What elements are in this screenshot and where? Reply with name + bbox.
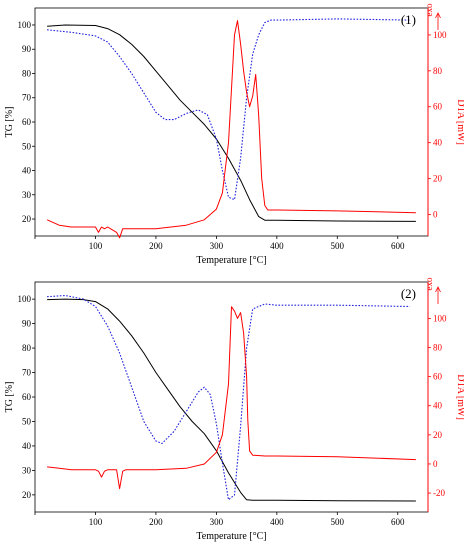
y-tick-label: 70 xyxy=(22,93,32,103)
chart-panel-1: 100 200 300 400 500 600 20 30 40 50 60 70 80 90 100 0 20… xyxy=(4,3,464,266)
y-tick-label: 60 xyxy=(22,117,32,127)
y-tick-label: 40 xyxy=(22,441,32,451)
x-tick-label: 200 xyxy=(149,517,163,527)
y2-tick-label: 0 xyxy=(433,459,438,469)
y-tick-label: 90 xyxy=(22,319,32,329)
x-tick-label: 500 xyxy=(331,517,345,527)
y2-tick-label: 60 xyxy=(433,102,443,112)
x-tick-label: 300 xyxy=(210,241,224,251)
series-line-3 xyxy=(47,306,416,490)
y2-tick-label: 40 xyxy=(433,138,443,148)
y-axis-label: TG [%] xyxy=(4,382,15,413)
y-tick-label: 90 xyxy=(22,44,32,54)
series-line-2 xyxy=(47,18,410,201)
y2-tick-label: 80 xyxy=(433,66,443,76)
series-line-2 xyxy=(47,294,410,501)
y2-tick-label: 0 xyxy=(433,209,438,219)
y2-tick-label: 100 xyxy=(433,313,447,323)
chart-panel-2: 100 200 300 400 500 6002030405060708090100-20… xyxy=(4,277,464,542)
x-tick-label: 300 xyxy=(210,517,224,527)
y2-tick-label: 100 xyxy=(433,30,447,40)
x-tick-label: 600 xyxy=(391,241,405,251)
y-tick-label: 30 xyxy=(22,190,32,200)
exo-label: exo xyxy=(424,277,434,290)
plot-frame xyxy=(34,7,429,237)
y2-tick-label: 40 xyxy=(433,401,443,411)
exo-arrow-head-icon xyxy=(435,12,441,19)
panel-label: (2) xyxy=(401,286,416,301)
y-tick-label: 100 xyxy=(18,20,32,30)
x-tick-label: 600 xyxy=(391,517,405,527)
x-tick-label: 400 xyxy=(270,241,284,251)
exo-arrow-head-icon xyxy=(435,286,441,293)
y-tick-label: 60 xyxy=(22,392,32,402)
x-tick-label: 200 xyxy=(149,241,163,251)
x-tick-label: 100 xyxy=(89,517,103,527)
y-tick-label: 40 xyxy=(22,166,32,176)
x-tick-label: 400 xyxy=(270,517,284,527)
y2-axis-label: DTA [mW] xyxy=(455,99,464,145)
series-line-3 xyxy=(46,20,416,239)
x-axis-label: Temperature [°C] xyxy=(196,255,266,266)
y-tick-label: 50 xyxy=(22,416,32,426)
x-axis-label: Temperature [°C] xyxy=(196,531,266,542)
y-axis-label: TG [%] xyxy=(4,107,15,138)
x-tick-label: 100 xyxy=(89,241,103,251)
y-tick-label: 20 xyxy=(22,214,32,224)
x-tick-label: 500 xyxy=(331,241,345,251)
y-tick-label: 70 xyxy=(22,368,32,378)
y-tick-label: 80 xyxy=(22,68,32,78)
y2-tick-label: 60 xyxy=(433,372,443,382)
y-tick-label: 50 xyxy=(22,141,32,151)
y2-tick-label: 20 xyxy=(433,174,443,184)
series-line-1 xyxy=(47,24,416,222)
y-tick-label: 30 xyxy=(22,465,32,475)
series-line-1 xyxy=(47,298,416,502)
y-tick-label: 80 xyxy=(22,343,32,353)
y2-tick-label: 20 xyxy=(433,430,443,440)
y2-tick-label: 80 xyxy=(433,343,443,353)
y-tick-label: 20 xyxy=(22,490,32,500)
exo-label: exo xyxy=(424,3,434,16)
panel-label: (1) xyxy=(401,12,416,27)
y2-axis-label: DTA [mW] xyxy=(455,374,464,420)
y2-tick-label: -20 xyxy=(433,488,445,498)
y-tick-label: 100 xyxy=(18,294,32,304)
